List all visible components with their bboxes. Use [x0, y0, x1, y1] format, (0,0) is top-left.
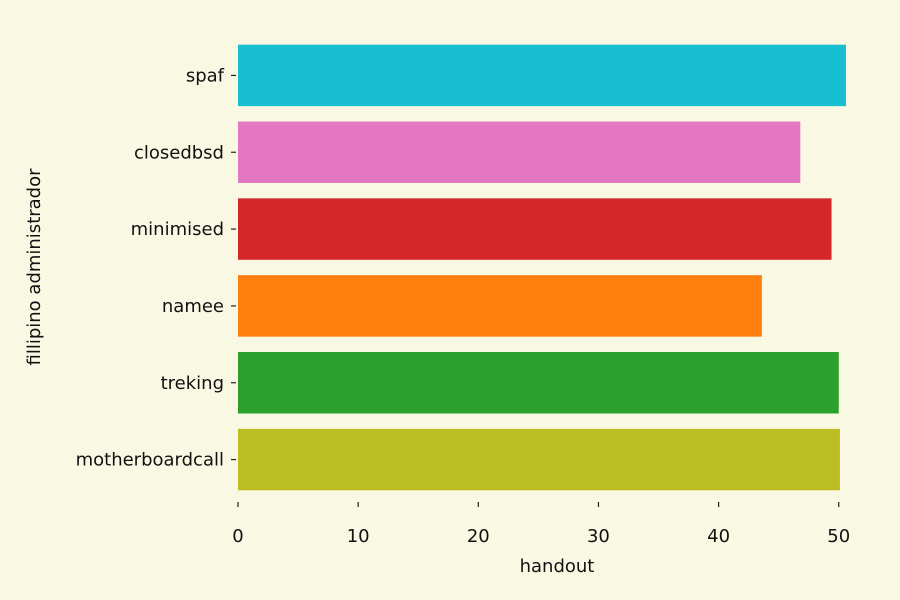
x-tick-label: 0 — [232, 526, 243, 547]
y-tick-label: closedbsd — [134, 142, 224, 163]
bar-motherboardcall — [238, 428, 840, 491]
y-tick-label: treking — [161, 373, 224, 394]
y-tick-label: motherboardcall — [76, 450, 224, 471]
bar-closedbsd — [238, 121, 801, 183]
y-axis: motherboardcall treking namee minimised clos… — [76, 65, 236, 471]
bar-namee — [238, 275, 762, 337]
x-tick-label: 30 — [587, 526, 610, 547]
x-axis: 0 10 20 30 40 50 — [232, 502, 850, 547]
y-tick-label: minimised — [131, 219, 224, 240]
bars-group — [238, 44, 846, 491]
x-tick-label: 20 — [467, 526, 490, 547]
bar-spaf — [238, 44, 846, 107]
x-tick-label: 50 — [827, 526, 850, 547]
y-tick-label: namee — [162, 296, 224, 317]
x-tick-label: 10 — [347, 526, 370, 547]
x-tick-label: 40 — [707, 526, 730, 547]
bar-treking — [238, 352, 839, 414]
x-axis-label: handout — [520, 556, 595, 577]
y-axis-label: fillipino administrador — [24, 168, 45, 366]
y-tick-label: spaf — [186, 65, 225, 86]
bar-minimised — [238, 198, 832, 260]
